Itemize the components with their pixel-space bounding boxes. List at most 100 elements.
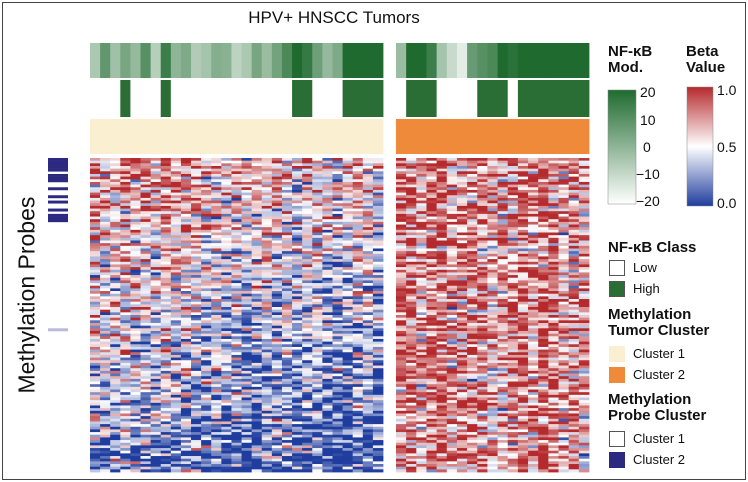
heatmap-cell [160,341,172,345]
heatmap-cell [281,232,293,236]
heatmap-cell [271,464,283,468]
heatmap-cell [251,259,263,263]
heatmap-cell [180,386,192,390]
heatmap-cell [372,195,384,199]
heatmap-cell [487,450,498,454]
heatmap-cell [261,429,273,433]
heatmap-cell [467,442,478,446]
heatmap-cell [120,434,131,438]
heatmap-cell [251,187,263,191]
heatmap-cell [241,200,253,204]
heatmap-cell [261,461,273,465]
heatmap-cell [332,397,343,401]
heatmap-cell [436,277,448,281]
heatmap-cell [241,197,253,201]
heatmap-cell [416,381,427,385]
heatmap-cell [487,307,498,311]
heatmap-cell [342,394,354,398]
heatmap-cell [292,330,303,335]
heatmap-cell [497,181,509,186]
heatmap-cell [120,299,131,303]
heatmap-cell [110,171,121,175]
heatmap-cell [221,469,232,473]
heatmap-cell [110,464,121,468]
heatmap-cell [352,330,364,335]
heatmap-cell [292,203,303,207]
nfkb-class-cell [281,80,293,117]
heatmap-cell [396,280,407,284]
heatmap-cell [446,450,458,454]
heatmap-cell [211,381,222,385]
heatmap-cell [191,315,202,319]
heatmap-cell [251,429,263,433]
heatmap-cell [221,272,232,276]
heatmap-cell [261,232,273,236]
heatmap-cell [140,315,152,319]
heatmap-cell [332,299,343,303]
heatmap-cell [477,291,488,295]
heatmap-cell [90,160,101,164]
heatmap-cell [467,200,478,204]
heatmap-cell [100,309,111,313]
heatmap-cell [352,405,364,409]
heatmap-cell [251,163,263,167]
heatmap-cell [251,320,263,324]
heatmap-cell [241,309,253,313]
heatmap-cell [170,219,182,223]
heatmap-cell [456,426,468,430]
heatmap-cell [467,456,478,460]
heatmap-cell [372,386,384,390]
heatmap-cell [342,288,354,292]
heatmap-cell [150,248,162,252]
heatmap-cell [241,445,253,449]
nfkb-mod-cell [426,43,438,78]
heatmap-cell [406,328,417,332]
tumor-cluster-cell [201,119,212,154]
heatmap-cell [251,341,263,345]
heatmap-cell [436,264,448,268]
heatmap-cell [90,200,101,204]
heatmap-cell [160,442,172,446]
heatmap-cell [436,440,448,444]
heatmap-cell [362,386,374,390]
heatmap-cell [372,221,384,225]
heatmap-cell [477,307,488,311]
heatmap-cell [302,181,313,186]
heatmap-cell [251,416,263,420]
heatmap-cell [396,392,407,396]
heatmap-cell [487,309,498,313]
heatmap-cell [201,221,212,225]
heatmap-cell [312,259,323,263]
heatmap-cell [477,424,488,428]
heatmap-cell [436,373,448,377]
heatmap-cell [110,466,121,470]
heatmap-cell [372,173,384,178]
heatmap-cell [312,184,323,188]
heatmap-cell [372,405,384,409]
heatmap-cell [372,346,384,350]
heatmap-cell [416,469,427,473]
heatmap-cell [160,405,172,409]
heatmap-cell [487,240,498,244]
heatmap-cell [497,315,509,319]
heatmap-cell [362,189,374,193]
heatmap-cell [456,322,468,327]
heatmap-cell [362,373,374,377]
heatmap-cell [312,338,323,343]
heatmap-cell [312,203,323,207]
heatmap-cell [211,384,222,388]
heatmap-cell [211,315,222,319]
heatmap-cell [120,330,131,335]
heatmap-cell [292,328,303,332]
heatmap-cell [467,333,478,337]
heatmap-cell [251,256,263,260]
heatmap-cell [416,429,427,433]
heatmap-cell [110,197,121,201]
heatmap-cell [416,299,427,303]
heatmap-cell [507,381,519,385]
heatmap-cell [251,304,263,308]
heatmap-cell [211,376,222,380]
heatmap-cell [362,397,374,401]
heatmap-cell [302,224,313,228]
